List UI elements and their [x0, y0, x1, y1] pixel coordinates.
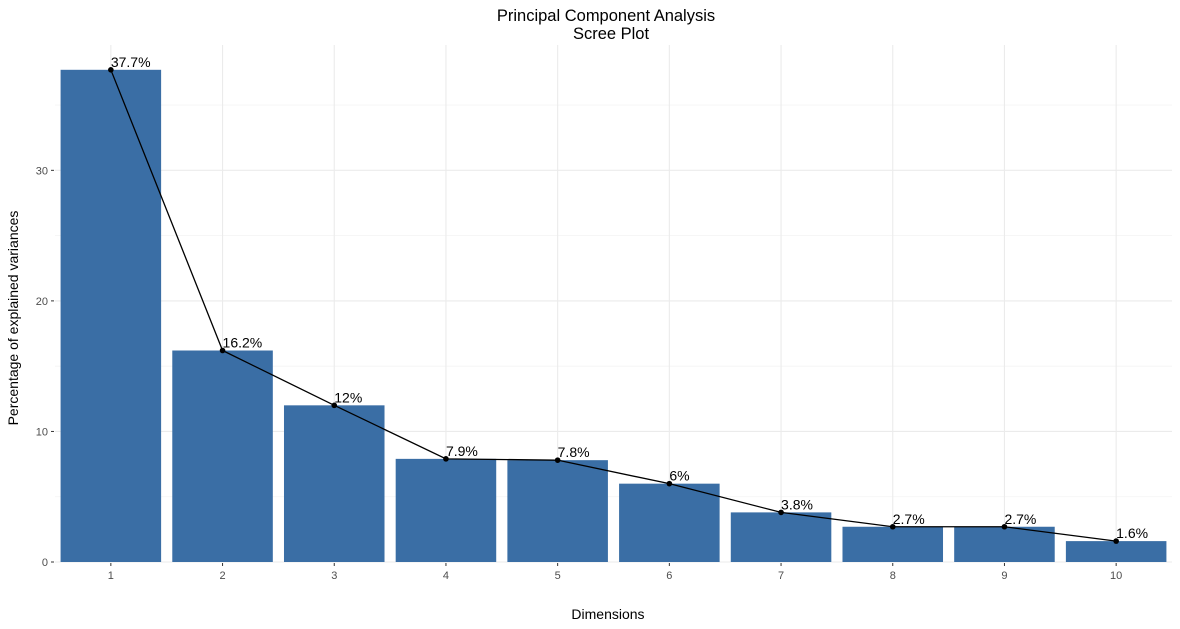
y-axis-title: Percentage of explained variances [5, 211, 21, 426]
y-tick-label: 0 [42, 557, 48, 569]
y-tick-label: 10 [36, 426, 48, 438]
bar [619, 483, 720, 562]
bars [60, 69, 1167, 563]
x-tick-label: 2 [219, 570, 225, 582]
x-tick-label: 9 [1001, 570, 1007, 582]
x-axis: 1 2 3 4 5 6 7 8 9 10 [108, 563, 1122, 582]
data-point [778, 509, 784, 516]
data-label: 12% [334, 389, 362, 405]
scree-polyline [110, 69, 1117, 542]
bar [730, 512, 832, 562]
bar [395, 458, 497, 562]
x-tick-label: 3 [331, 570, 337, 582]
x-tick-label: 1 [108, 570, 114, 582]
data-point [889, 523, 896, 530]
x-tick-label: 7 [778, 570, 784, 582]
bar [507, 460, 608, 562]
data-point [666, 480, 673, 487]
data-label: 6% [669, 468, 689, 484]
x-tick-label: 10 [1110, 570, 1122, 582]
bar [842, 526, 944, 562]
x-axis-title: Dimensions [571, 606, 644, 622]
chart-title: Principal Component Analysis [497, 7, 715, 25]
data-point [443, 456, 449, 462]
data-label: 2.7% [893, 511, 925, 527]
x-tick-label: 5 [555, 570, 561, 582]
data-label: 1.6% [1116, 525, 1148, 541]
data-point [331, 402, 338, 409]
bar [1065, 541, 1167, 562]
chart-subtitle: Scree Plot [573, 25, 650, 43]
data-label: 7.8% [558, 444, 590, 460]
x-tick-label: 4 [443, 570, 449, 582]
data-label: 7.9% [446, 443, 478, 459]
data-label: 37.7% [111, 54, 151, 70]
bar [172, 350, 273, 562]
data-point [554, 457, 561, 463]
bar [954, 526, 1055, 562]
data-point [1001, 523, 1008, 530]
data-label: 3.8% [781, 496, 813, 512]
x-tick-label: 8 [890, 570, 896, 582]
data-label: 2.7% [1004, 511, 1036, 527]
bar [283, 405, 385, 562]
data-point [108, 67, 114, 73]
y-tick-label: 30 [36, 165, 48, 177]
data-labels: 37.7% 16.2% 12% 7.9% 7.8% 6% 3.8% 2.7% 2.7% 1.6% [111, 54, 1148, 541]
y-tick-label: 20 [36, 296, 48, 308]
data-label: 16.2% [223, 335, 263, 351]
bar [60, 69, 162, 563]
data-point [219, 347, 226, 354]
x-tick-label: 6 [666, 570, 672, 582]
scree-line [108, 67, 1119, 544]
y-axis: 0 10 20 30 [36, 165, 54, 569]
data-point [1113, 538, 1119, 544]
